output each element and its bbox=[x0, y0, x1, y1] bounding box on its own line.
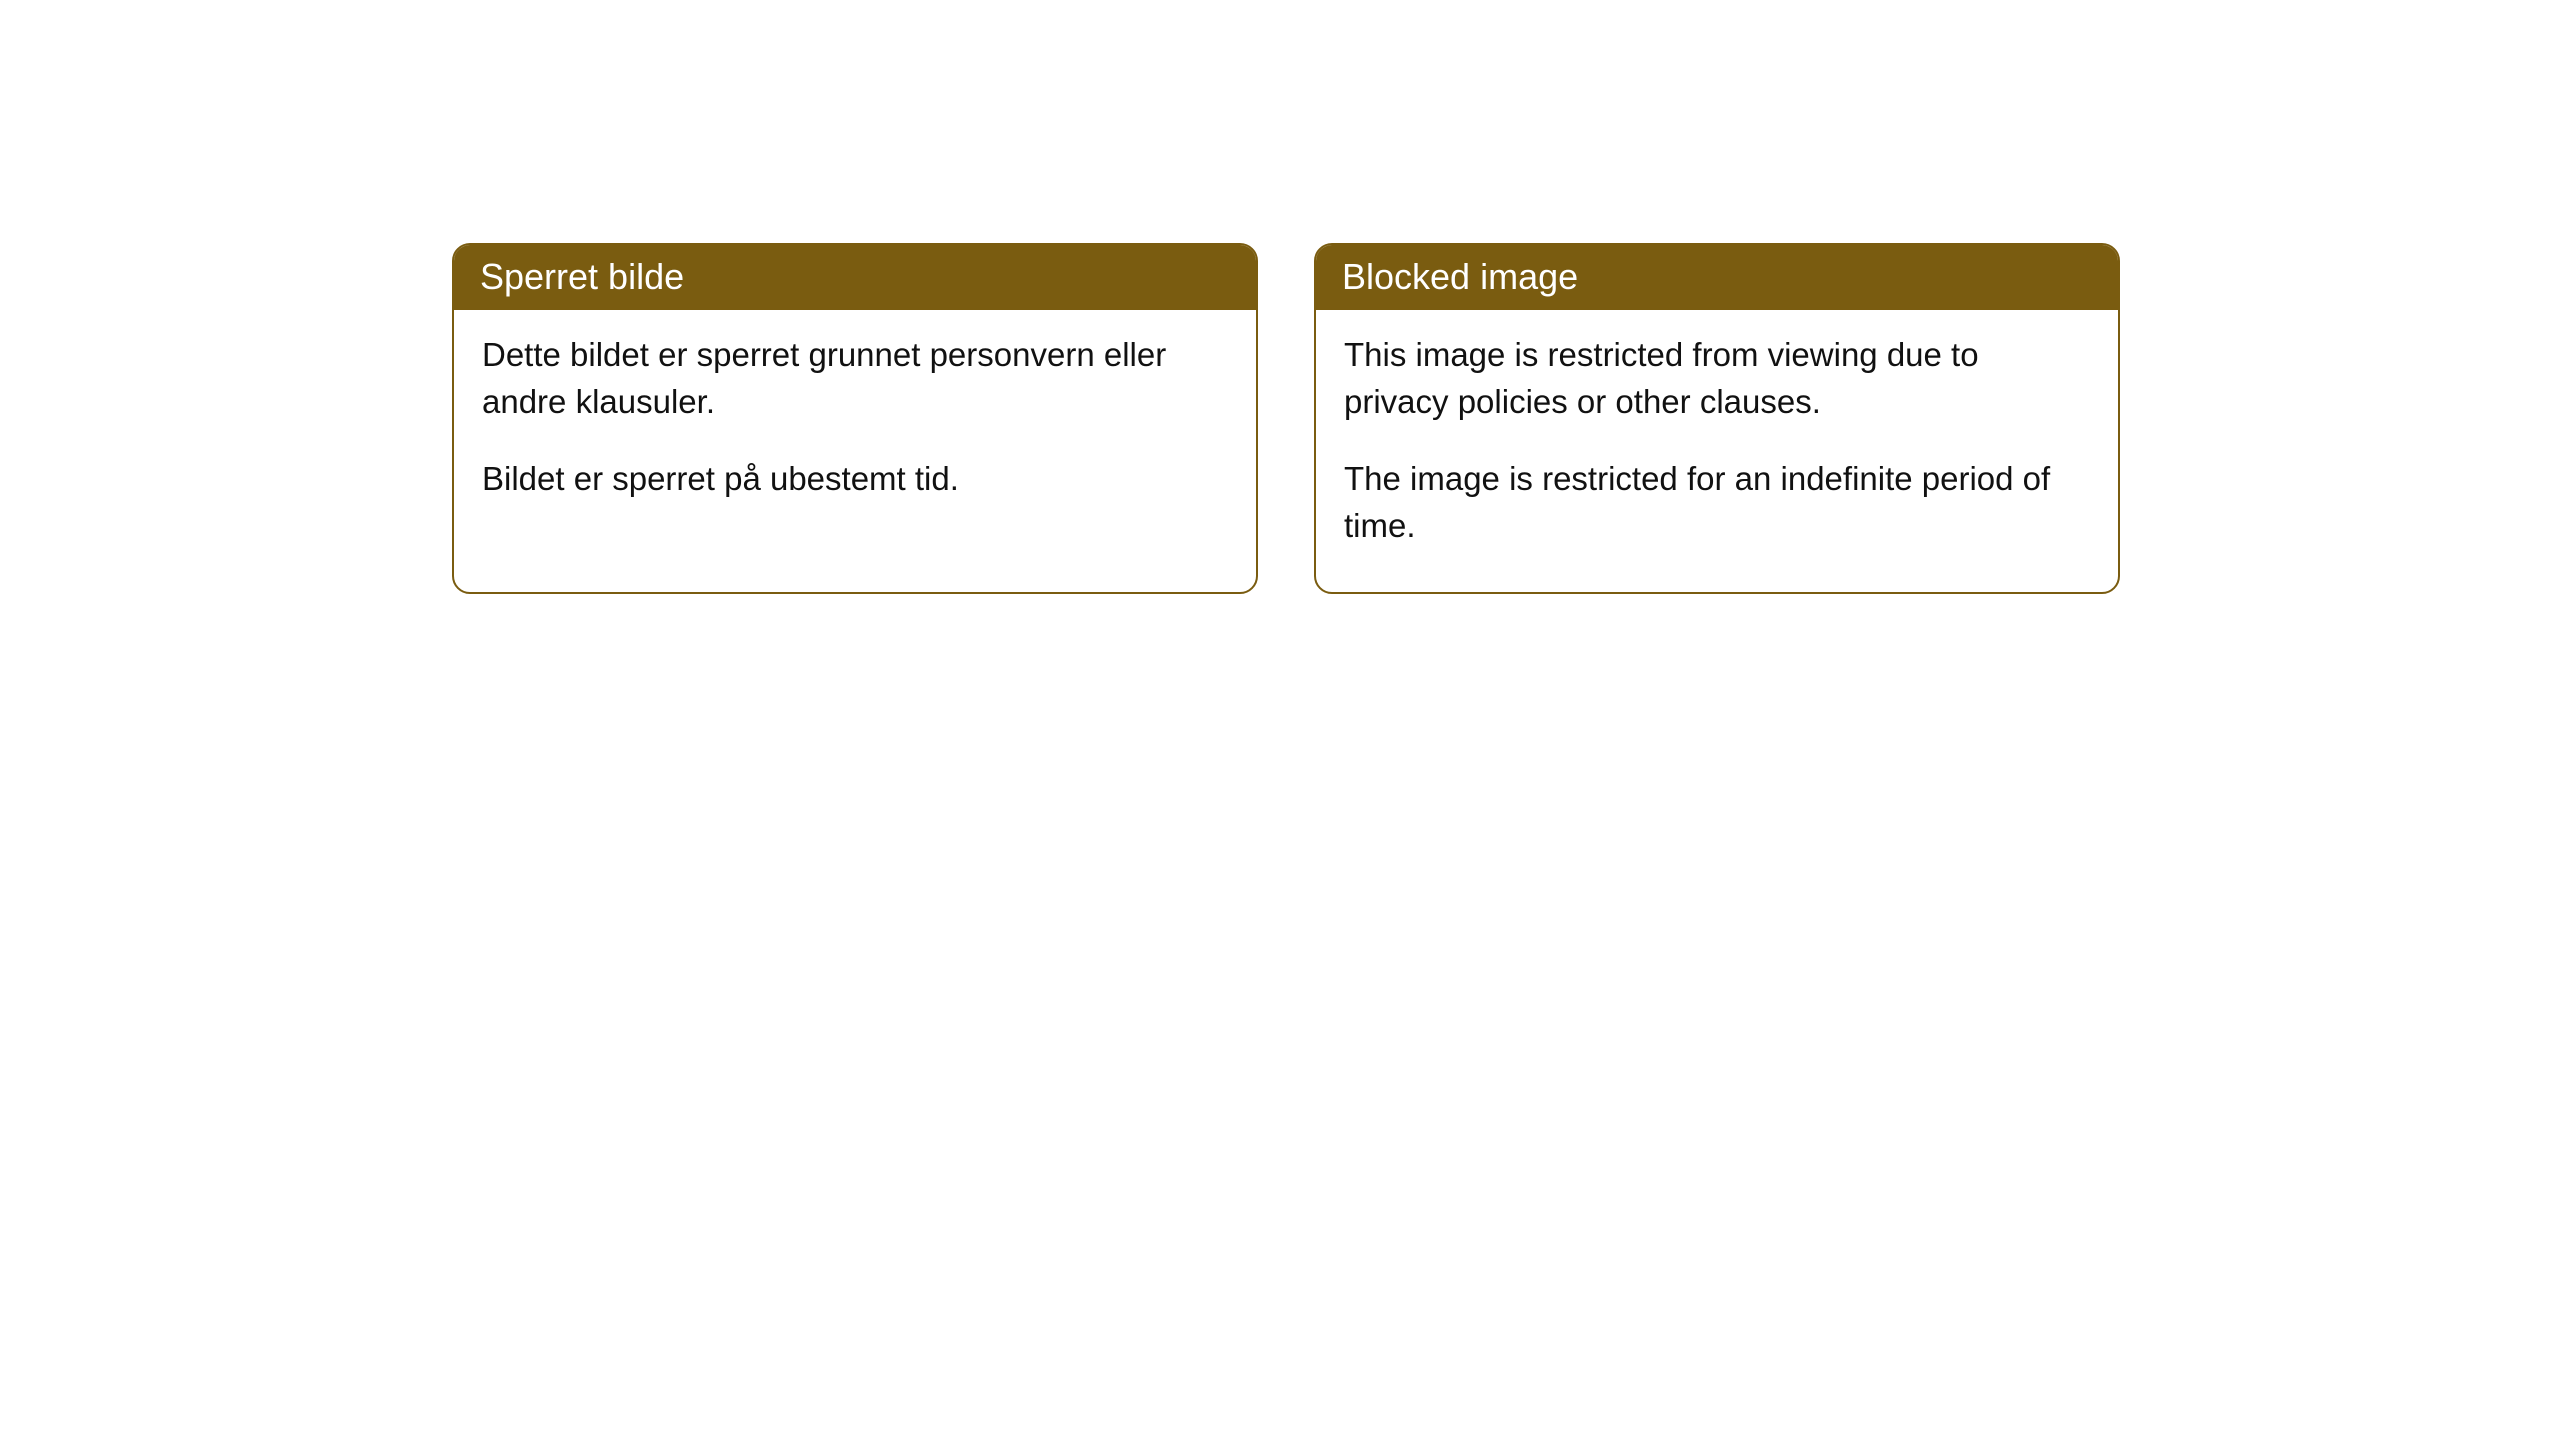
card-paragraph: Dette bildet er sperret grunnet personve… bbox=[482, 332, 1228, 426]
card-paragraph: Bildet er sperret på ubestemt tid. bbox=[482, 456, 1228, 503]
card-body: Dette bildet er sperret grunnet personve… bbox=[454, 310, 1256, 545]
card-title: Blocked image bbox=[1342, 256, 1578, 297]
notice-card-norwegian: Sperret bilde Dette bildet er sperret gr… bbox=[452, 243, 1258, 594]
card-title: Sperret bilde bbox=[480, 256, 684, 297]
card-body: This image is restricted from viewing du… bbox=[1316, 310, 2118, 591]
notice-card-english: Blocked image This image is restricted f… bbox=[1314, 243, 2120, 594]
cards-container: Sperret bilde Dette bildet er sperret gr… bbox=[452, 243, 2120, 594]
card-header: Blocked image bbox=[1316, 245, 2118, 310]
card-paragraph: The image is restricted for an indefinit… bbox=[1344, 456, 2090, 550]
card-header: Sperret bilde bbox=[454, 245, 1256, 310]
card-paragraph: This image is restricted from viewing du… bbox=[1344, 332, 2090, 426]
